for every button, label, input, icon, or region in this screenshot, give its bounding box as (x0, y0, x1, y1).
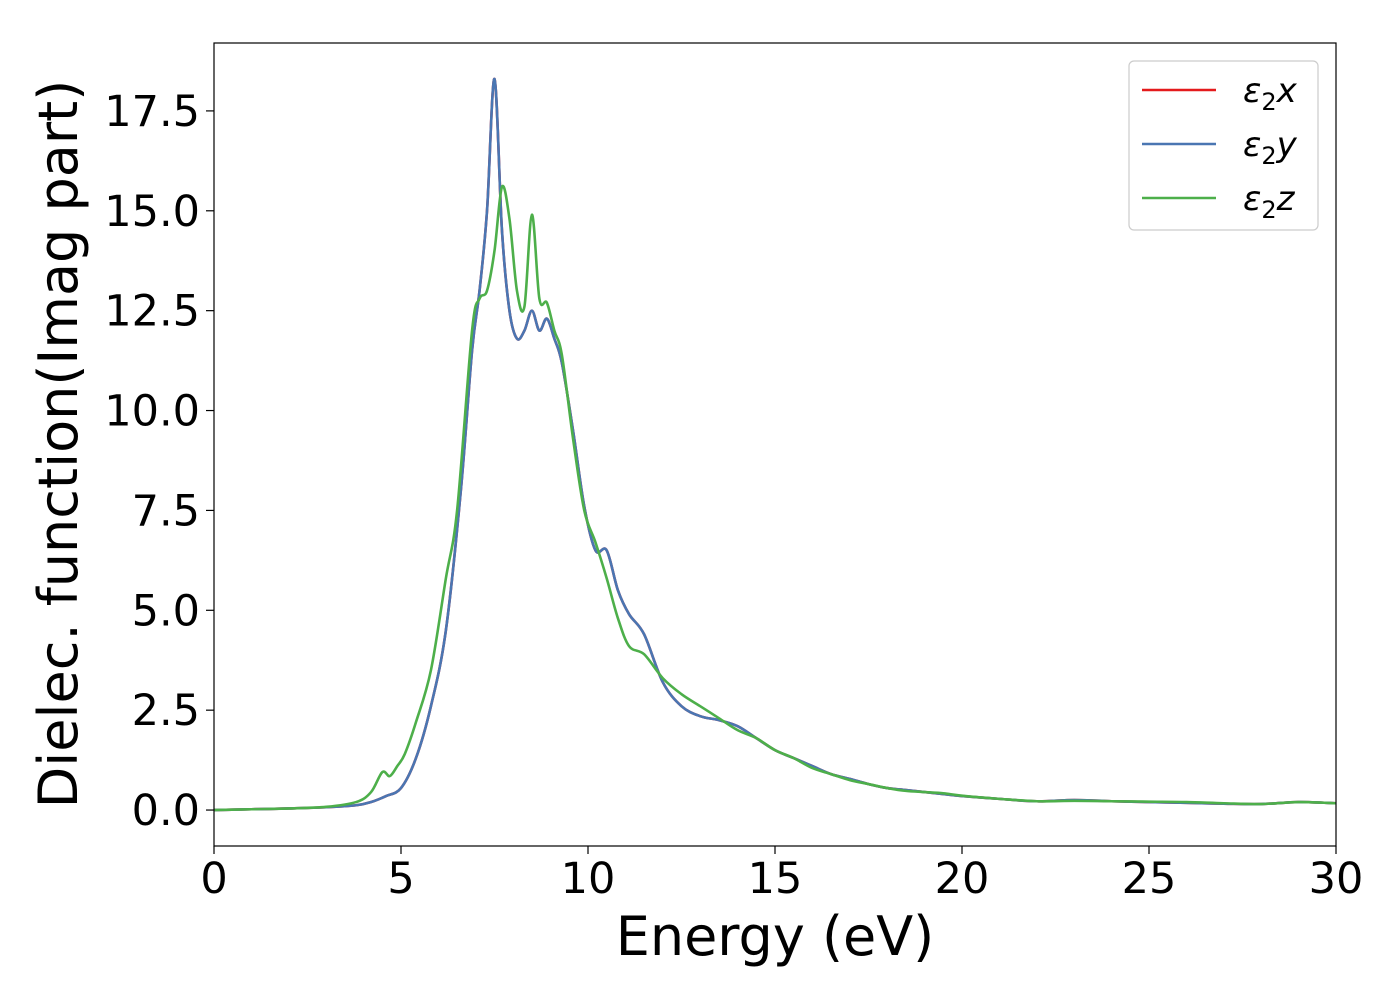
y-tick-label: 2.5 (132, 686, 200, 736)
x-axis: 0 5 10 15 20 25 30 (200, 846, 1363, 904)
legend-box (1128, 60, 1319, 231)
legend-suffix: z (1276, 179, 1296, 219)
x-tick-label: 0 (200, 854, 227, 904)
legend-subscript: 2 (1261, 196, 1276, 224)
x-tick-label: 15 (748, 854, 803, 904)
y-tick-label: 12.5 (104, 287, 200, 337)
x-tick-label: 30 (1309, 854, 1364, 904)
x-tick-label: 5 (387, 854, 414, 904)
y-tick-label: 15.0 (104, 187, 200, 237)
legend-subscript: 2 (1261, 142, 1276, 170)
y-axis: 0.0 2.5 5.0 7.5 10.0 12.5 15.0 17.5 (104, 87, 214, 836)
y-axis-label: Dielec. function(Imag part) (27, 80, 90, 809)
legend-symbol: ε (1243, 125, 1261, 165)
legend-suffix: y (1276, 125, 1298, 165)
y-tick-label: 10.0 (104, 387, 200, 437)
x-axis-label: Energy (eV) (616, 905, 935, 968)
legend-symbol: ε (1243, 71, 1261, 111)
x-tick-label: 10 (561, 854, 616, 904)
legend-subscript: 2 (1261, 88, 1276, 116)
y-tick-label: 17.5 (104, 87, 200, 137)
y-tick-label: 0.0 (132, 786, 200, 836)
legend-label-z: ε2z (1243, 179, 1296, 224)
y-tick-label: 5.0 (132, 586, 200, 636)
x-tick-label: 20 (935, 854, 990, 904)
legend-label-y: ε2y (1243, 125, 1298, 170)
x-tick-label: 25 (1122, 854, 1177, 904)
legend-label-x: ε2x (1243, 71, 1298, 116)
series-layer (214, 77, 1336, 812)
legend-symbol: ε (1243, 179, 1261, 219)
series-line-z (214, 184, 1336, 812)
legend-suffix: x (1276, 71, 1298, 111)
y-tick-label: 7.5 (132, 486, 200, 536)
